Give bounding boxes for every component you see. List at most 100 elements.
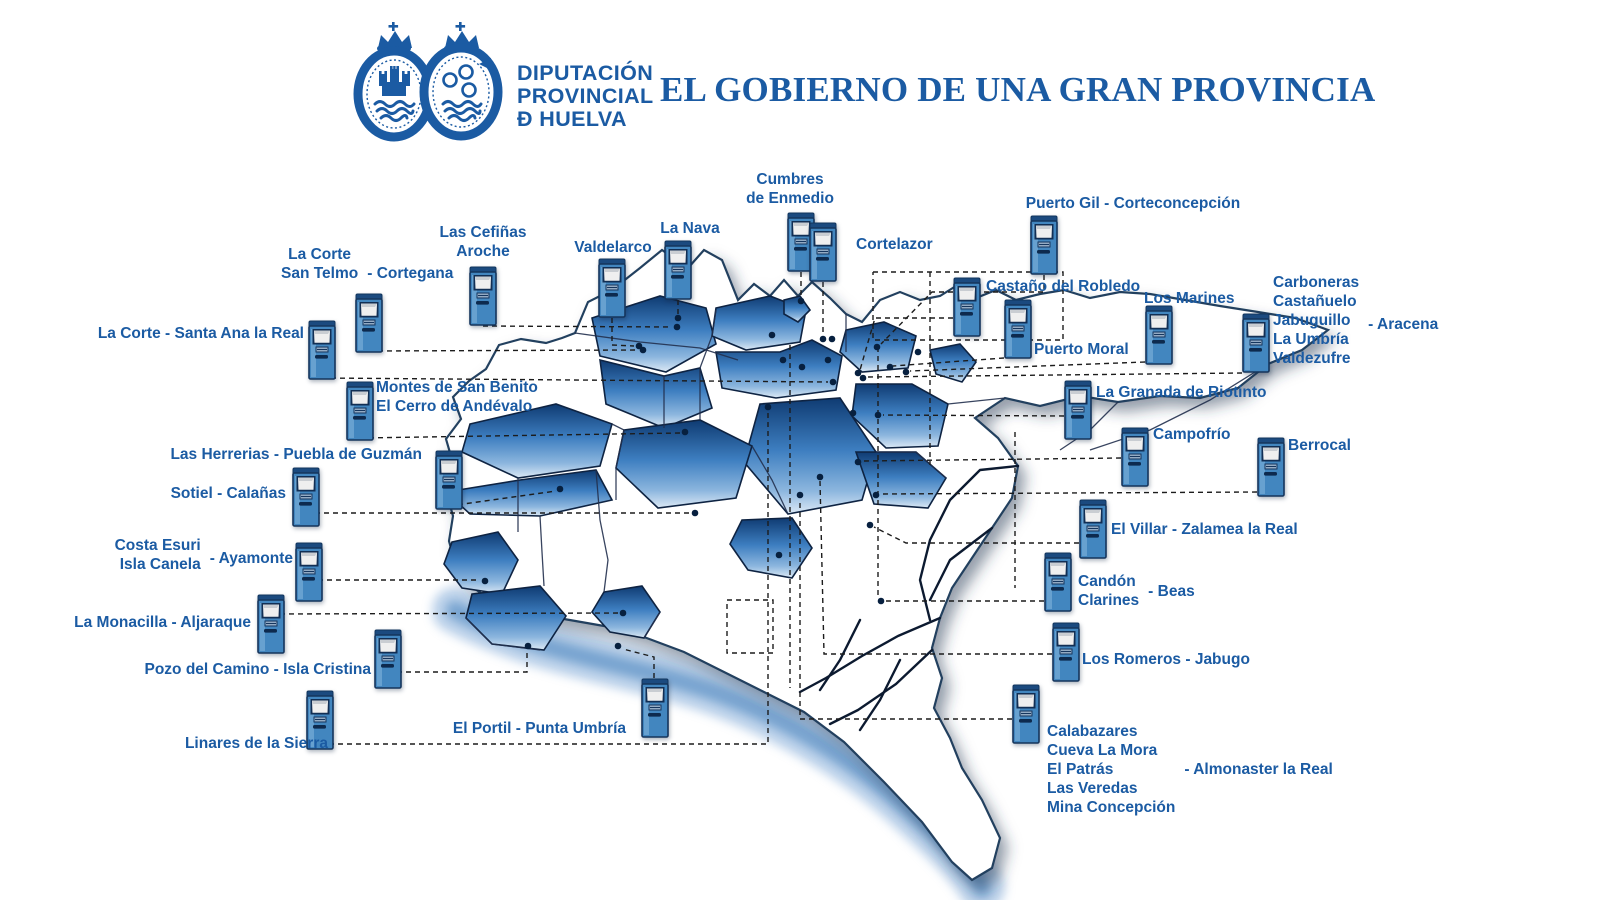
kiosk-screen-shade xyxy=(1151,315,1167,319)
kiosk-terminal-icon xyxy=(1052,622,1080,682)
kiosk-slot xyxy=(1037,250,1050,254)
kiosk-highlight xyxy=(298,551,303,599)
kiosk-slot xyxy=(605,293,618,297)
kiosk-slot xyxy=(960,312,973,316)
kiosk-las-herrerias-puebla xyxy=(435,450,463,510)
kiosk-terminal-icon xyxy=(1257,437,1285,497)
label-las-cefinas-aroche: Las Cefiñas Aroche xyxy=(439,223,526,261)
kiosk-cortelazor xyxy=(809,222,837,282)
map-dot-castano-del-robledo xyxy=(854,369,862,377)
kiosk-terminal-icon xyxy=(598,258,626,318)
label-line: El Villar - Zalamea la Real xyxy=(1111,521,1298,538)
label-lines: La Nava xyxy=(660,219,719,238)
label-line: Las Veredas xyxy=(1047,780,1138,797)
label-line: Carboneras xyxy=(1273,274,1360,291)
label-row: Candón Clarines - Beas xyxy=(1078,572,1195,610)
town-dot-3 xyxy=(824,356,832,364)
kiosk-terminal-icon xyxy=(435,450,463,510)
label-line: Las Herrerias - Puebla de Guzmán xyxy=(170,446,422,463)
kiosk-highlight xyxy=(472,275,477,323)
kiosk-valdelarco xyxy=(598,258,626,318)
label-line: Costa Esuri xyxy=(114,537,201,554)
map-dot-las-herrerias-puebla xyxy=(556,485,564,493)
label-line: Pozo del Camino - Isla Cristina xyxy=(144,661,371,678)
kiosk-castano-del-robledo xyxy=(953,277,981,337)
kiosk-terminal-icon xyxy=(1012,684,1040,744)
kiosk-highlight xyxy=(601,267,606,315)
label-lines: Los Marines xyxy=(1144,289,1234,308)
connector-los-marines xyxy=(909,361,1146,372)
wordmark-line-2: PROVINCIAL xyxy=(517,84,654,108)
kiosk-screen-shade xyxy=(352,391,368,395)
kiosk-slot xyxy=(816,257,829,261)
label-line: Cumbres xyxy=(756,171,824,188)
kiosk-puerto-gil-corteconcepcion xyxy=(1030,215,1058,275)
kiosk-screen-shade xyxy=(475,276,491,280)
diputacion-wordmark: DIPUTACIÓN PROVINCIAL Đ HUELVA xyxy=(517,62,654,131)
label-line: Castaño del Robledo xyxy=(986,278,1141,295)
kiosk-highlight xyxy=(1124,436,1129,484)
kiosk-slot xyxy=(362,328,375,332)
kiosk-highlight xyxy=(438,459,443,507)
label-row: Calabazares Cueva La Mora El Patrás Las Ver… xyxy=(1047,722,1333,817)
kiosk-highlight xyxy=(1148,314,1153,362)
label-line: Castañuelo xyxy=(1273,293,1357,310)
label-line: Clarines xyxy=(1078,592,1140,609)
map-dot-valdelarco xyxy=(635,342,643,350)
kiosk-terminal-icon xyxy=(953,277,981,337)
wordmark-line-1: DIPUTACIÓN xyxy=(517,61,654,85)
connector-linares-de-la-sierra xyxy=(320,411,769,745)
label-las-herrerias-puebla: Las Herrerias - Puebla de Guzmán xyxy=(170,445,422,464)
label-line: La Granada de Riotinto xyxy=(1096,384,1267,401)
label-lines: Las Cefiñas Aroche xyxy=(439,223,526,261)
kiosk-slot xyxy=(1011,334,1024,338)
map-dot-calabazares-almonaster xyxy=(796,491,804,499)
kiosk-highlight xyxy=(377,638,382,686)
label-line: Cortelazor xyxy=(856,236,933,253)
label-cortelazor: Cortelazor xyxy=(856,235,933,254)
kiosk-slot xyxy=(381,664,394,668)
municipal-border-2 xyxy=(611,423,625,500)
label-lines: Pozo del Camino - Isla Cristina xyxy=(144,660,371,679)
label-castano-del-robledo: Castaño del Robledo xyxy=(986,277,1140,296)
wordmark-line-3: Đ HUELVA xyxy=(517,107,627,131)
label-lines: Valdelarco xyxy=(574,238,652,257)
label-berrocal: Berrocal xyxy=(1288,436,1351,455)
label-line: Aroche xyxy=(456,243,510,260)
kiosk-terminal-icon xyxy=(664,240,692,300)
kiosk-slot xyxy=(1019,719,1032,723)
label-line: La Corte - Santa Ana la Real xyxy=(97,325,304,342)
connector-los-romeros-jabugo xyxy=(819,480,1052,655)
kiosk-terminal-icon xyxy=(469,266,497,326)
kiosk-los-marines xyxy=(1145,305,1173,365)
map-dot-pozo-del-camino-isla-cristina xyxy=(524,642,532,650)
label-line: El Cerro de Andévalo xyxy=(376,398,533,415)
kiosk-highlight xyxy=(309,699,314,747)
map-dot-las-cefinas-aroche xyxy=(673,323,681,331)
kiosk-terminal-icon xyxy=(1242,313,1270,373)
label-la-monacilla-aljaraque: La Monacilla - Aljaraque xyxy=(74,613,251,632)
label-line: Isla Canela xyxy=(119,556,201,573)
map-dot-carboneras-aracena xyxy=(859,374,867,382)
label-el-portil-punta-umbria: El Portil - Punta Umbría xyxy=(453,719,626,738)
label-lines: Candón Clarines xyxy=(1078,572,1139,610)
map-dot-puerto-gil-corteconcepcion xyxy=(873,343,881,351)
kiosk-slot xyxy=(302,577,315,581)
label-lines: Linares de la Sierra xyxy=(185,734,328,753)
town-dot-5 xyxy=(849,409,857,417)
label-row: Carboneras Castañuelo Jabuguillo La Umbría V… xyxy=(1273,273,1438,368)
label-la-corte-santa-ana: La Corte - Santa Ana la Real xyxy=(98,324,304,343)
kiosk-slot xyxy=(315,355,328,359)
kiosk-montes-san-benito-cerro-andevalo xyxy=(346,381,374,441)
label-line: Las Cefiñas xyxy=(439,224,527,241)
map-dot-berrocal xyxy=(872,491,880,499)
connector-la-granada-de-riotinto xyxy=(882,414,1065,417)
kiosk-highlight xyxy=(1033,224,1038,272)
municipality-shaded-9 xyxy=(444,469,614,517)
label-lines: Las Herrerias - Puebla de Guzmán xyxy=(170,445,422,464)
map-dot-sotiel-calanas xyxy=(691,509,699,517)
label-suffix: - Ayamonte xyxy=(209,549,293,567)
connector-campofrio xyxy=(862,457,1122,462)
kiosk-slot xyxy=(648,713,661,717)
label-line: Montes de San Benito xyxy=(376,379,538,396)
